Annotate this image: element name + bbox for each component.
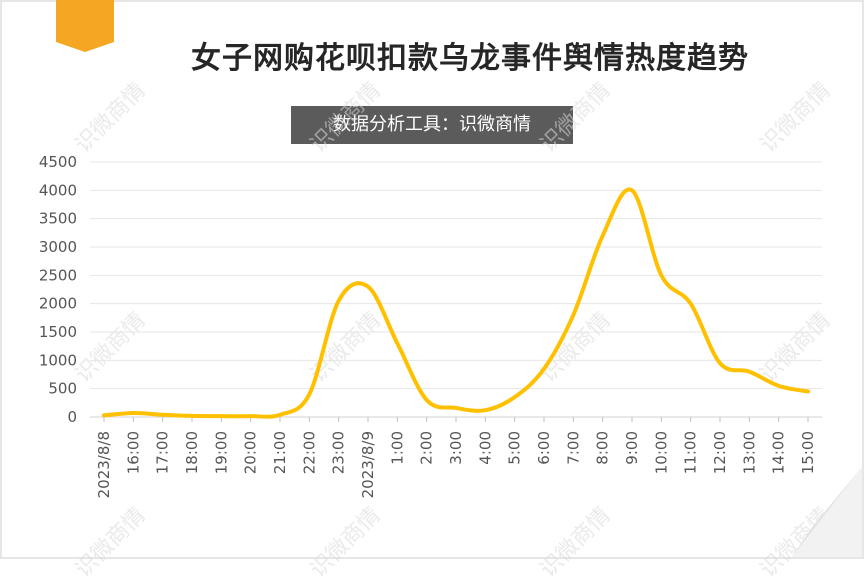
x-tick-label: 10:00 [652, 431, 670, 474]
x-tick-label: 21:00 [271, 431, 289, 474]
y-tick-label: 500 [48, 380, 77, 398]
series-layer [104, 189, 808, 416]
y-tick-label: 3500 [39, 210, 77, 228]
x-tick-label: 18:00 [183, 431, 201, 474]
x-tick-label: 11:00 [682, 431, 700, 474]
x-tick-label: 1:00 [388, 431, 406, 465]
x-tick-label: 4:00 [476, 431, 494, 465]
x-tick-label: 8:00 [594, 431, 612, 465]
grid-lines [90, 162, 822, 417]
x-tick-label: 2:00 [418, 431, 436, 465]
x-tick-label: 6:00 [535, 431, 553, 465]
y-tick-label: 4000 [39, 181, 77, 199]
x-tick-label: 2023/8/8 [95, 431, 113, 498]
x-tick-label: 14:00 [770, 431, 788, 474]
x-tick-label: 20:00 [242, 431, 260, 474]
y-tick-label: 4500 [39, 153, 77, 171]
x-tick-label: 9:00 [623, 431, 641, 465]
y-tick-label: 0 [67, 408, 77, 426]
x-tick-label: 16:00 [124, 431, 142, 474]
series-line [104, 189, 808, 416]
x-tick-label: 5:00 [506, 431, 524, 465]
x-tick-label: 12:00 [711, 431, 729, 474]
line-chart: 0 500 1000 1500 2000 2500 3000 3500 4000 4500 202… [0, 0, 864, 559]
x-tick-label: 19:00 [212, 431, 230, 474]
x-tick-label: 17:00 [154, 431, 172, 474]
x-tick-label: 13:00 [740, 431, 758, 474]
page-fold-icon [792, 467, 862, 557]
x-tick-label: 23:00 [330, 431, 348, 474]
y-tick-label: 1000 [39, 351, 77, 369]
y-tick-label: 2500 [39, 266, 77, 284]
y-tick-label: 2000 [39, 295, 77, 313]
y-tick-label: 1500 [39, 323, 77, 341]
y-tick-label: 3000 [39, 238, 77, 256]
x-tick-label: 22:00 [300, 431, 318, 474]
y-axis-ticks: 0 500 1000 1500 2000 2500 3000 3500 4000 4500 [39, 153, 77, 426]
x-tick-label: 3:00 [447, 431, 465, 465]
x-axis-ticks: 2023/8/8 16:00 17:00 18:00 19:00 20:00 21:00 22… [95, 417, 817, 498]
x-tick-label: 7:00 [564, 431, 582, 465]
x-tick-label: 2023/8/9 [359, 431, 377, 498]
